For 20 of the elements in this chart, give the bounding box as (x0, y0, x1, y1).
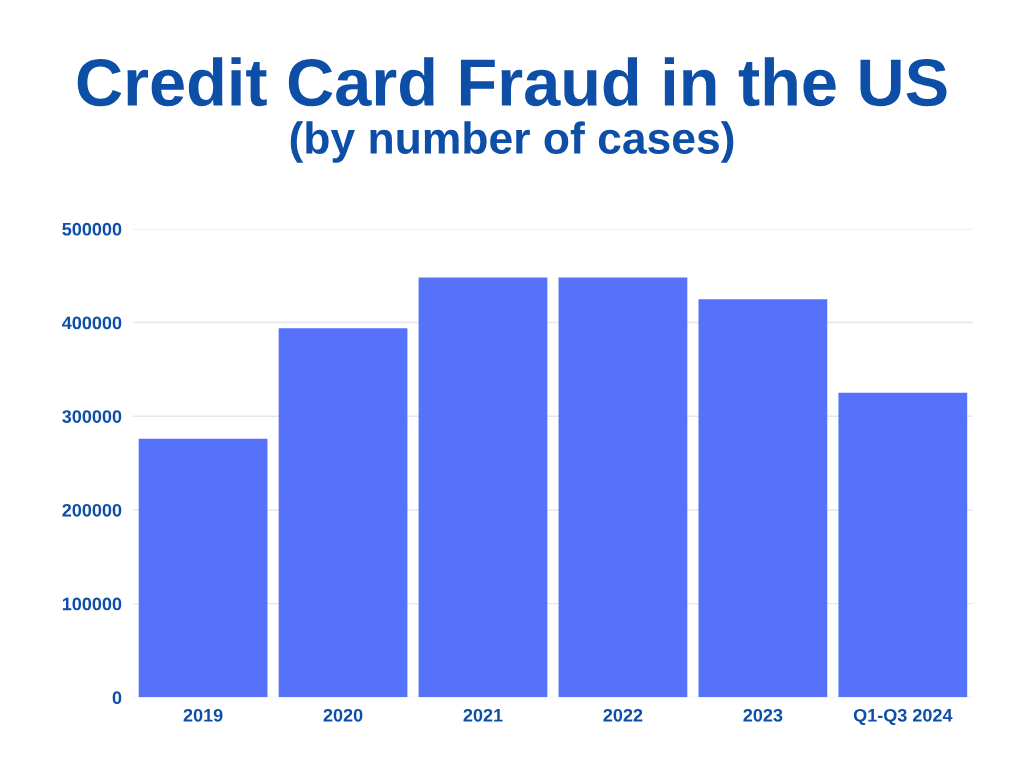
y-tick-label: 500000 (62, 222, 122, 236)
bar (698, 299, 828, 698)
bar (138, 438, 268, 698)
y-tick-label: 300000 (62, 410, 122, 423)
x-tick-label: 2023 (743, 708, 783, 722)
x-tick-label: 2019 (183, 708, 223, 722)
x-tick-label: 2022 (603, 708, 643, 722)
y-tick-label: 100000 (62, 597, 122, 611)
bar (558, 277, 688, 698)
chart-subtitle: (by number of cases) (290, 121, 734, 163)
y-tick-label: 0 (112, 691, 122, 705)
y-tick-label: 200000 (62, 503, 122, 517)
x-tick-label: 2020 (323, 708, 363, 722)
x-tick-label: 2021 (463, 708, 503, 722)
bar (278, 328, 408, 698)
bar (418, 277, 548, 698)
y-tick-label: 400000 (62, 316, 122, 330)
chart-title: Credit Card Fraud in the US (77, 57, 947, 107)
bar (838, 392, 968, 698)
x-tick-label: Q1-Q3 2024 (853, 708, 953, 726)
